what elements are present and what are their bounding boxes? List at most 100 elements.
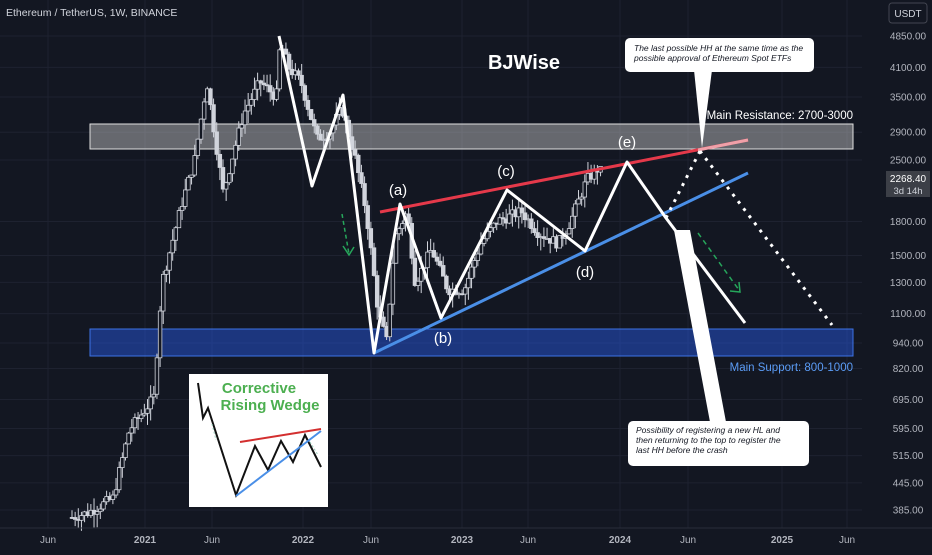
inset-title-line1: Corrective [222, 380, 296, 397]
time-tick-label: 2022 [292, 535, 315, 546]
candle [274, 80, 279, 102]
candle [120, 452, 125, 478]
inset-red-line [239, 428, 322, 443]
candle [315, 124, 320, 140]
last-price-tag: 2268.40 3d 14h [886, 171, 930, 197]
top-callout: The last possible HH at the same time as… [625, 38, 814, 148]
candle [500, 211, 506, 227]
candle [233, 140, 238, 167]
price-tick-label: 385.00 [893, 506, 924, 517]
candle [249, 93, 254, 115]
candle [145, 399, 150, 425]
price-tick-label: 4100.00 [890, 63, 927, 74]
candle [72, 511, 78, 527]
candle [396, 226, 402, 241]
candle [576, 190, 581, 205]
candle [579, 192, 584, 206]
inset-arrow-left [211, 423, 217, 441]
candle [236, 121, 241, 151]
candle [371, 242, 377, 277]
candle [208, 87, 213, 111]
price-tick-label: 595.00 [893, 424, 924, 435]
currency-button[interactable]: USDT [888, 2, 928, 24]
candle [522, 202, 528, 228]
candle [211, 98, 216, 138]
candle [242, 99, 248, 134]
price-tick-label: 445.00 [893, 478, 924, 489]
price-tick-label: 2900.00 [890, 128, 927, 139]
symbol-title: Ethereum / TetherUS, 1W, BINANCE [6, 7, 177, 19]
support-zone-label: Main Support: 800-1000 [730, 362, 853, 374]
candle [258, 79, 263, 97]
price-tick-label: 695.00 [893, 395, 924, 406]
candle [161, 270, 166, 325]
top-callout-text: The last possible HH at the same time as… [633, 43, 806, 63]
time-tick-label: Jun [204, 535, 220, 546]
candle [437, 253, 443, 268]
candle [573, 200, 578, 229]
candle [557, 234, 562, 249]
candle [390, 250, 396, 316]
price-tick-label: 515.00 [893, 451, 924, 462]
candle [173, 226, 179, 251]
currency-button-label: USDT [894, 9, 921, 20]
wedge-resistance-extension [697, 138, 749, 152]
candle [183, 178, 188, 210]
bottom-callout-text: Possibility of registering a new HL and … [636, 425, 783, 455]
candle [132, 413, 138, 434]
candle [305, 95, 311, 117]
candle [179, 197, 185, 220]
candle [126, 431, 131, 445]
candle [362, 176, 367, 214]
candle [286, 51, 292, 79]
wave-label-a: (a) [389, 182, 407, 199]
inset-blue-line [235, 430, 322, 497]
candle [223, 181, 229, 201]
time-tick-label: Jun [520, 535, 536, 546]
candle [472, 257, 477, 278]
wave-label-b: (b) [434, 330, 452, 347]
candle [541, 227, 547, 247]
time-tick-label: 2023 [451, 535, 474, 546]
candle [186, 175, 191, 191]
time-tick-label: Jun [839, 535, 855, 546]
candle [113, 477, 119, 499]
candle [491, 222, 496, 233]
candle [312, 113, 317, 134]
wave-zigzag-path [277, 35, 747, 355]
candle [239, 113, 245, 137]
candle [532, 221, 537, 236]
price-tick-label: 4850.00 [890, 32, 927, 43]
candle [368, 221, 374, 255]
time-tick-label: Jun [680, 535, 696, 546]
price-tick-label: 940.00 [893, 338, 924, 349]
candle [463, 283, 468, 306]
candle [277, 47, 282, 92]
candle [308, 109, 314, 121]
candle [217, 150, 223, 181]
candle [488, 226, 493, 238]
candle [116, 461, 122, 493]
candle [198, 118, 204, 144]
candle [201, 98, 207, 130]
candle [98, 503, 103, 519]
candle [566, 222, 572, 235]
candle [176, 207, 182, 229]
time-tick-label: Jun [40, 535, 56, 546]
candle [529, 213, 534, 234]
candle [356, 153, 361, 183]
candle [192, 144, 197, 177]
candle [255, 72, 260, 101]
price-tick-label: 820.00 [893, 364, 924, 375]
candle [434, 252, 440, 266]
candle [230, 158, 235, 182]
candle [535, 220, 540, 246]
candle [170, 229, 175, 261]
wedge-resistance-line [379, 138, 749, 214]
candle [441, 256, 446, 277]
candle [195, 138, 201, 160]
candle [507, 204, 512, 225]
candle [214, 122, 219, 161]
time-tick-label: 2021 [134, 535, 157, 546]
